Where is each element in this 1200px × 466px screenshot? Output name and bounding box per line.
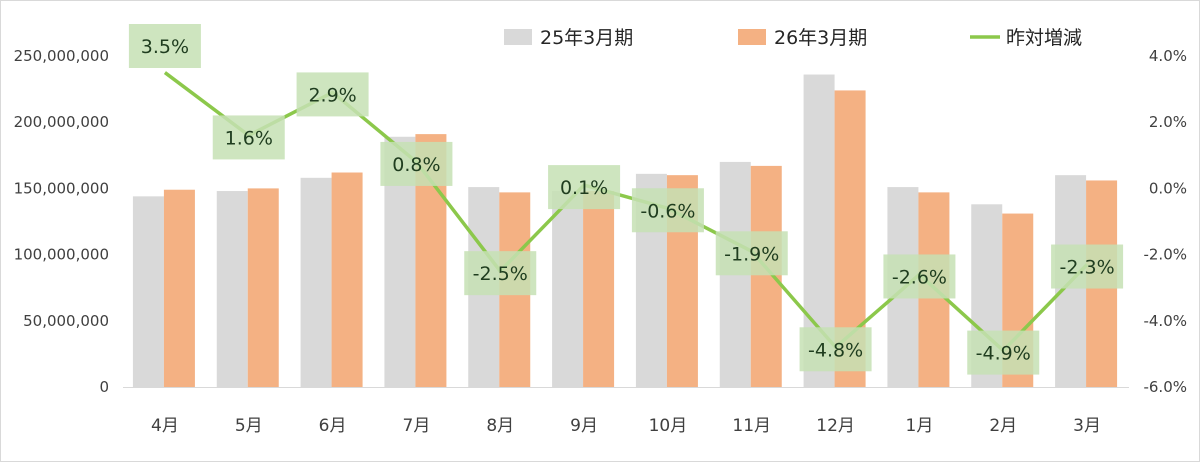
yoy-data-label: 2.9%	[296, 72, 369, 117]
legend-label: 25年3月期	[540, 27, 633, 49]
yoy-label-text: 3.5%	[141, 36, 189, 58]
yoy-data-label: 3.5%	[128, 24, 201, 68]
x-axis-category-label: 9月	[570, 416, 598, 436]
yoy-label-text: -2.5%	[473, 263, 528, 285]
bar-25-march-term	[552, 191, 584, 387]
bar-26-march-term	[247, 188, 279, 387]
left-axis: 0 50,000,000 100,000,000 150,000,000 200,000…	[14, 47, 109, 396]
yoy-label-text: 0.8%	[392, 154, 440, 176]
right-axis-tick-label: -2.0%	[1143, 246, 1187, 264]
right-axis-tick-label: 0.0%	[1149, 179, 1187, 197]
yoy-data-label: -2.5%	[464, 251, 537, 296]
legend: 25年3月期 26年3月期 昨対増減	[504, 27, 1082, 49]
bar-26-march-term	[331, 172, 363, 387]
category-labels: 4月 5月 6月 7月 8月 9月 10月 11月 12月 1月 2月 3月	[151, 416, 1101, 436]
x-axis-category-label: 5月	[235, 416, 263, 436]
right-axis-tick-label: -6.0%	[1143, 378, 1187, 396]
yoy-label-text: -4.8%	[808, 339, 863, 361]
yoy-data-label: 1.6%	[212, 115, 285, 160]
left-axis-tick-label: 0	[99, 378, 109, 396]
right-axis-tick-label: -4.0%	[1143, 312, 1187, 330]
x-axis-category-label: 4月	[151, 416, 179, 436]
yoy-label-box	[548, 165, 621, 210]
yoy-label-box	[380, 141, 453, 186]
bar-25-march-term	[132, 196, 164, 387]
left-axis-tick-label: 200,000,000	[14, 113, 109, 131]
x-axis-category-label: 8月	[486, 416, 514, 436]
legend-entry: 26年3月期	[738, 27, 867, 49]
x-axis-category-label: 7月	[403, 416, 431, 436]
left-axis-tick-label: 250,000,000	[14, 47, 109, 65]
yoy-label-text: -4.9%	[976, 343, 1031, 365]
yoy-label-box	[128, 24, 201, 68]
yoy-data-labels: 3.5% 1.6% 2.9% 0.8% -2.5% 0.1% -0.6% -1.9% -4.8%…	[128, 24, 1124, 375]
right-axis: -6.0% -4.0% -2.0% 0.0% 2.0% 4.0%	[1143, 47, 1187, 396]
bars	[132, 74, 1118, 387]
x-axis-category-label: 6月	[319, 416, 347, 436]
yoy-label-box	[967, 330, 1040, 375]
yoy-data-label: 0.1%	[548, 165, 621, 210]
yoy-label-text: 2.9%	[308, 84, 356, 106]
x-axis-category-label: 10月	[649, 416, 688, 436]
yoy-label-box	[1051, 244, 1124, 289]
right-axis-tick-label: 4.0%	[1149, 47, 1187, 65]
yoy-label-box	[883, 254, 956, 299]
x-axis-category-label: 3月	[1073, 416, 1101, 436]
right-axis-tick-label: 2.0%	[1149, 113, 1187, 131]
yoy-label-box	[296, 72, 369, 117]
yoy-data-label: -4.8%	[799, 327, 872, 372]
x-axis-category-label: 12月	[816, 416, 855, 436]
legend-label: 昨対増減	[1006, 27, 1082, 49]
yoy-data-label: -0.6%	[631, 188, 704, 233]
legend-entry: 25年3月期	[504, 27, 633, 49]
bar-26-march-term	[583, 191, 615, 387]
x-axis-category-label: 11月	[732, 416, 771, 436]
bar-25-march-term	[300, 177, 332, 387]
yoy-label-box	[464, 251, 537, 296]
legend-swatch	[504, 29, 532, 45]
yoy-data-label: 0.8%	[380, 141, 453, 186]
legend-label: 26年3月期	[774, 27, 867, 49]
x-axis-category-label: 1月	[906, 416, 934, 436]
yoy-label-box	[631, 188, 704, 233]
yoy-label-box	[799, 327, 872, 372]
yoy-data-label: -4.9%	[967, 330, 1040, 375]
bar-26-march-term	[163, 189, 195, 387]
yoy-label-text: 0.1%	[560, 177, 608, 199]
legend-entry: 昨対増減	[970, 27, 1082, 49]
yoy-label-text: -2.3%	[1060, 257, 1115, 279]
legend-swatch	[738, 29, 766, 45]
bar-25-march-term	[216, 191, 248, 387]
yoy-label-text: -0.6%	[640, 200, 695, 222]
yoy-data-label: -2.3%	[1051, 244, 1124, 289]
left-axis-tick-label: 150,000,000	[14, 179, 109, 197]
yoy-data-label: -2.6%	[883, 254, 956, 299]
left-axis-tick-label: 100,000,000	[14, 246, 109, 264]
yoy-data-label: -1.9%	[715, 231, 788, 276]
yoy-label-box	[212, 115, 285, 160]
bar-26-march-term	[750, 165, 782, 387]
x-axis-category-label: 2月	[989, 416, 1017, 436]
yoy-label-text: -1.9%	[724, 243, 779, 265]
yoy-label-text: -2.6%	[892, 266, 947, 288]
yoy-label-text: 1.6%	[225, 127, 273, 149]
yoy-label-box	[715, 231, 788, 276]
left-axis-tick-label: 50,000,000	[23, 312, 109, 330]
